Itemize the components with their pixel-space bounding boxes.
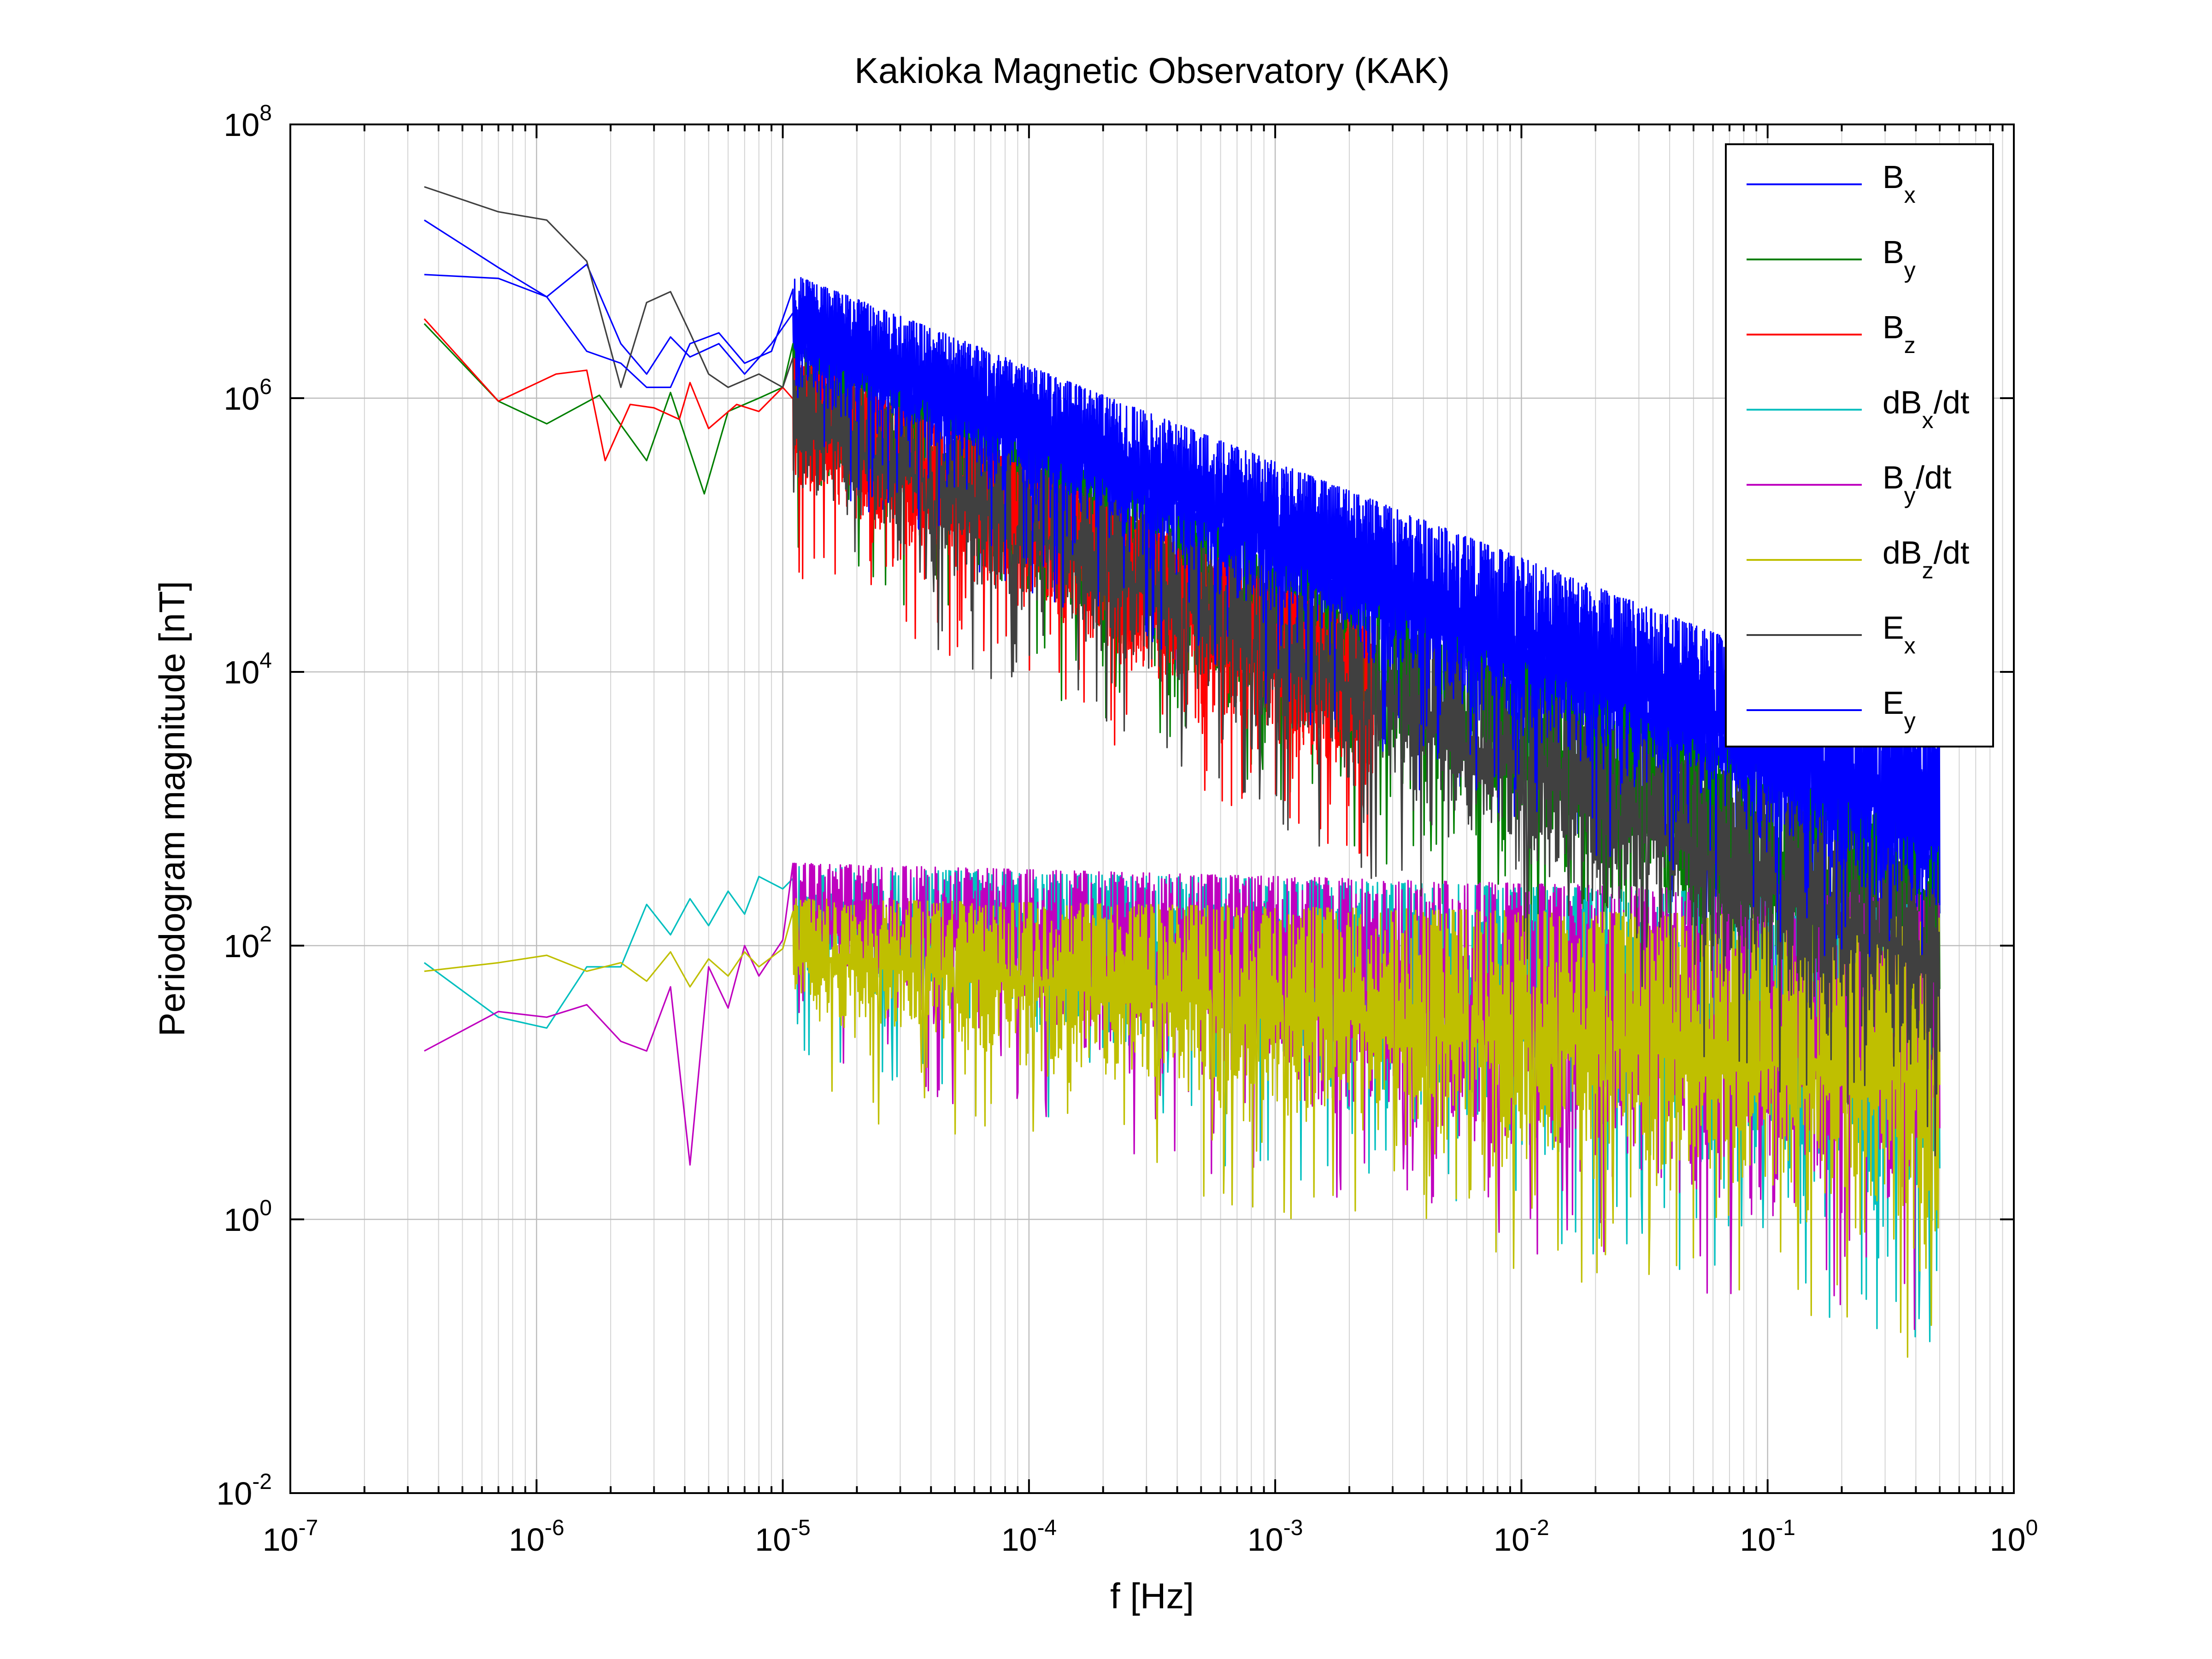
y-tick-label: 102 — [224, 922, 272, 964]
legend: Bx By Bz dBx/dt By/dt dBz/dt Ex Ey — [1725, 143, 1994, 747]
y-tick-label: 104 — [224, 648, 272, 690]
legend-label: dBx/dt — [1883, 384, 1969, 433]
y-axis-label: Periodogram magnitude [nT] — [152, 581, 192, 1037]
legend-label: dBz/dt — [1883, 535, 1969, 583]
legend-label: By/dt — [1883, 459, 1952, 508]
y-tick-label: 10-2 — [216, 1470, 272, 1512]
legend-label: Ey — [1883, 685, 1916, 734]
x-tick-label: 10-4 — [1001, 1516, 1057, 1558]
y-tick-label: 100 — [224, 1196, 272, 1238]
x-tick-label: 10-6 — [509, 1516, 565, 1558]
series-layer — [424, 186, 1941, 1358]
legend-label: Bx — [1883, 159, 1916, 208]
axis-ticks: 10-7 10-6 10-5 10-4 10-3 10-2 10-1 100 10-2 100 10… — [216, 101, 2038, 1558]
chart-title: Kakioka Magnetic Observatory (KAK) — [854, 50, 1450, 91]
legend-label: Ex — [1883, 610, 1916, 659]
plot-area-frame — [289, 124, 2015, 1494]
x-tick-label: 10-5 — [755, 1516, 811, 1558]
legend-label: Bz — [1883, 309, 1916, 358]
x-tick-label: 100 — [1990, 1516, 2038, 1558]
legend-label: By — [1883, 234, 1916, 283]
legend-box — [1725, 143, 1994, 747]
x-tick-label: 10-3 — [1247, 1516, 1303, 1558]
x-tick-label: 10-7 — [263, 1516, 318, 1558]
x-tick-label: 10-1 — [1740, 1516, 1795, 1558]
x-axis-label: f [Hz] — [1110, 1576, 1194, 1616]
x-tick-label: 10-2 — [1494, 1516, 1549, 1558]
y-tick-label: 108 — [224, 101, 272, 143]
y-tick-label: 106 — [224, 375, 272, 417]
series-line-dbz-dt — [424, 898, 1941, 1358]
